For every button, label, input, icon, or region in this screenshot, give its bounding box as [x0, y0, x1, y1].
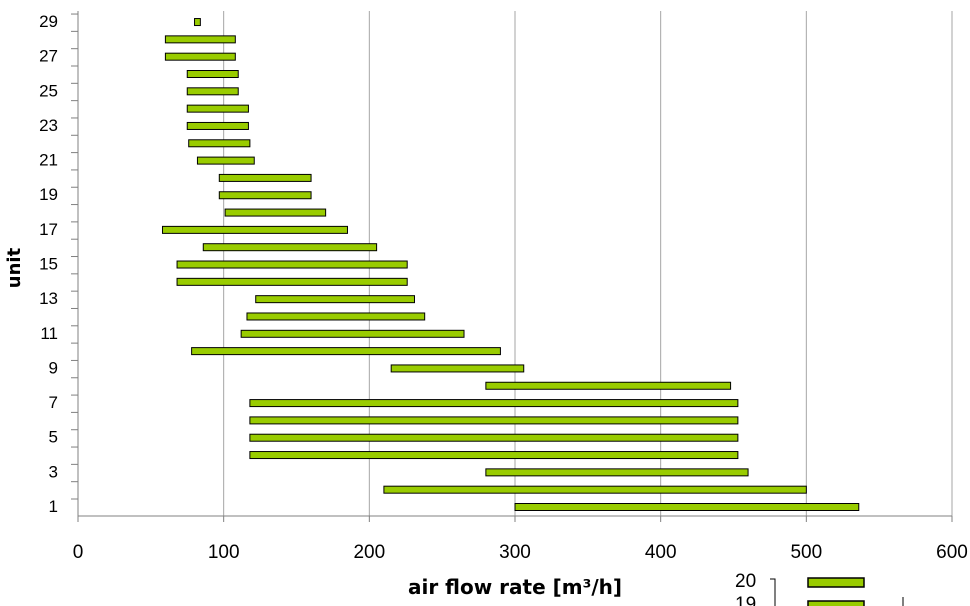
bar-unit-27	[164, 52, 236, 61]
y-axis-label: unit	[4, 247, 25, 288]
x-tick-label-400: 400	[645, 542, 677, 563]
y-tick-label-13: 13	[39, 289, 58, 308]
legend-swatch-19	[807, 600, 865, 606]
y-tick-label-1: 1	[49, 497, 58, 516]
x-axis-label: air flow rate [m³/h]	[408, 575, 622, 599]
legend-bracket	[770, 578, 776, 606]
bar-unit-29	[194, 18, 201, 27]
y-tick-label-23: 23	[39, 116, 58, 135]
x-tick-label-500: 500	[790, 542, 822, 563]
bar-unit-4	[249, 451, 739, 460]
bar-unit-22	[188, 139, 251, 148]
y-tick-label-19: 19	[39, 185, 58, 204]
x-tick-labels: 0 100 200 300 400 500 600	[73, 542, 968, 563]
y-tick-label-21: 21	[39, 151, 58, 170]
y-tick-label-3: 3	[49, 462, 58, 481]
y-tick-label-29: 29	[39, 12, 58, 31]
bar-unit-5	[249, 433, 739, 442]
x-tick-label-100: 100	[208, 542, 240, 563]
bar-unit-6	[249, 416, 739, 425]
bar-unit-18	[224, 208, 327, 217]
bar-unit-26	[186, 70, 239, 78]
bar-unit-21	[196, 156, 255, 165]
gridlines	[223, 11, 953, 516]
y-tick-label-9: 9	[49, 358, 58, 377]
bar-unit-25	[186, 87, 239, 96]
bar-unit-20	[218, 173, 312, 182]
legend-label-19: 19	[735, 594, 756, 606]
axes	[71, 11, 953, 522]
bar-unit-23	[186, 121, 249, 130]
bar-unit-8	[485, 381, 732, 390]
bar-unit-1	[514, 503, 860, 511]
x-tick-label-200: 200	[353, 542, 385, 563]
bars	[161, 18, 860, 511]
bar-unit-10	[191, 347, 501, 356]
x-tick-label-300: 300	[499, 542, 531, 563]
legend-label-20: 20	[735, 571, 756, 592]
y-tick-label-27: 27	[39, 47, 58, 66]
y-tick-label-15: 15	[39, 255, 58, 274]
legend-fragment: 20 19	[735, 571, 904, 606]
bar-unit-9	[390, 364, 525, 373]
y-tick-label-17: 17	[39, 220, 58, 239]
legend-swatch-20	[807, 577, 865, 588]
bar-unit-24	[186, 104, 249, 113]
bar-unit-15	[176, 260, 408, 269]
bar-unit-19	[218, 191, 312, 200]
y-tick-label-7: 7	[49, 393, 58, 412]
bar-unit-11	[240, 329, 465, 338]
bar-unit-12	[246, 312, 426, 321]
bar-unit-17	[161, 225, 348, 234]
y-tick-label-5: 5	[49, 428, 58, 447]
bar-unit-28	[164, 35, 236, 44]
bar-unit-13	[255, 295, 415, 304]
bar-unit-3	[485, 468, 749, 477]
y-tick-label-25: 25	[39, 81, 58, 100]
bar-unit-2	[383, 485, 807, 494]
bar-unit-14	[176, 277, 408, 286]
bar-unit-16	[202, 243, 378, 252]
x-tick-label-600: 600	[936, 542, 968, 563]
y-tick-label-11: 11	[40, 324, 58, 343]
bar-unit-7	[249, 399, 739, 408]
x-tick-label-0: 0	[73, 542, 84, 563]
